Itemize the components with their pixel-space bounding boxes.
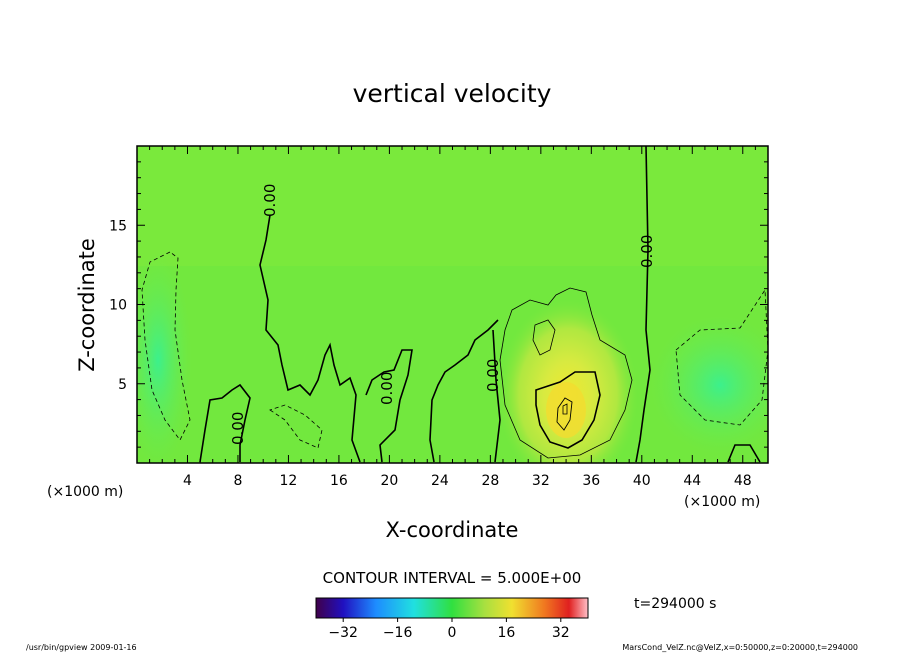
contour-line bbox=[199, 383, 251, 463]
y-tick-label: 15 bbox=[109, 218, 127, 234]
colorbar-tick-label: −16 bbox=[383, 625, 413, 641]
x-tick-label: 40 bbox=[633, 473, 651, 489]
colorbar-gradient bbox=[315, 597, 589, 619]
footer-left: /usr/bin/gpview 2009-01-16 bbox=[26, 643, 137, 652]
plot-area: 0.00 0.00 0.00 0.00 0.00 bbox=[137, 146, 768, 463]
colorbar-ticks: −32 −16 0 16 32 bbox=[328, 618, 570, 641]
contour-label: 0.00 bbox=[638, 235, 656, 268]
contour-line bbox=[675, 288, 768, 426]
colorbar-tick-label: 16 bbox=[497, 625, 515, 641]
x-tick-label: 28 bbox=[481, 473, 499, 489]
x-axis: 4 8 12 16 20 24 28 32 36 40 44 48 bbox=[149, 146, 756, 489]
y-tick-label: 5 bbox=[118, 377, 127, 393]
x-unit-right: (×1000 m) bbox=[684, 494, 760, 510]
updraft-core bbox=[546, 382, 586, 438]
x-tick-label: 8 bbox=[233, 473, 242, 489]
contour-label: 0.00 bbox=[261, 184, 279, 217]
contour-line bbox=[635, 146, 651, 463]
time-label: t=294000 s bbox=[634, 596, 716, 612]
x-tick-label: 4 bbox=[183, 473, 192, 489]
x-unit-left: (×1000 m) bbox=[47, 484, 123, 500]
contour-5 bbox=[535, 371, 601, 449]
x-tick-label: 44 bbox=[683, 473, 701, 489]
contour-label: 0.00 bbox=[484, 359, 502, 392]
cool-region-right bbox=[650, 315, 768, 455]
contour-line bbox=[532, 319, 556, 356]
x-tick-label: 48 bbox=[734, 473, 752, 489]
contour-line bbox=[259, 214, 361, 463]
contour-label: 0.00 bbox=[378, 372, 396, 405]
y-axis-label: Z-coordinate bbox=[75, 238, 99, 372]
contour-line bbox=[499, 287, 633, 459]
contour-10 bbox=[556, 397, 573, 431]
x-tick-label: 32 bbox=[532, 473, 550, 489]
x-tick-label: 16 bbox=[330, 473, 348, 489]
field-upper-band bbox=[137, 146, 768, 266]
x-tick-label: 20 bbox=[380, 473, 398, 489]
contour-line bbox=[727, 444, 761, 463]
contour-line bbox=[492, 329, 501, 463]
y-tick-label: 10 bbox=[109, 298, 127, 314]
x-tick-label: 12 bbox=[280, 473, 298, 489]
contour-line bbox=[365, 349, 413, 463]
cool-region-left bbox=[137, 250, 192, 463]
y-axis: 5 10 15 bbox=[109, 161, 768, 448]
chart-title: vertical velocity bbox=[353, 79, 552, 108]
contour-line bbox=[269, 404, 323, 449]
contour-line bbox=[429, 319, 499, 463]
negative-contours bbox=[141, 251, 768, 449]
contour-labels: 0.00 0.00 0.00 0.00 0.00 bbox=[229, 184, 656, 445]
colorbar: −32 −16 0 16 32 bbox=[315, 597, 589, 641]
contour-line bbox=[141, 251, 191, 441]
colorbar-tick-label: 32 bbox=[552, 625, 570, 641]
contour-label: 0.00 bbox=[229, 412, 247, 445]
zero-contours bbox=[199, 146, 761, 463]
contour-15 bbox=[562, 403, 568, 415]
colorbar-tick-label: −32 bbox=[328, 625, 358, 641]
contour-interval: CONTOUR INTERVAL = 5.000E+00 bbox=[323, 569, 582, 587]
footer-right: MarsCond_VelZ.nc@VelZ,x=0:50000,z=0:2000… bbox=[622, 643, 858, 652]
x-tick-label: 24 bbox=[431, 473, 449, 489]
x-tick-label: 36 bbox=[582, 473, 600, 489]
x-axis-label: X-coordinate bbox=[386, 518, 519, 542]
positive-contours bbox=[499, 287, 633, 459]
colorbar-tick-label: 0 bbox=[448, 625, 457, 641]
